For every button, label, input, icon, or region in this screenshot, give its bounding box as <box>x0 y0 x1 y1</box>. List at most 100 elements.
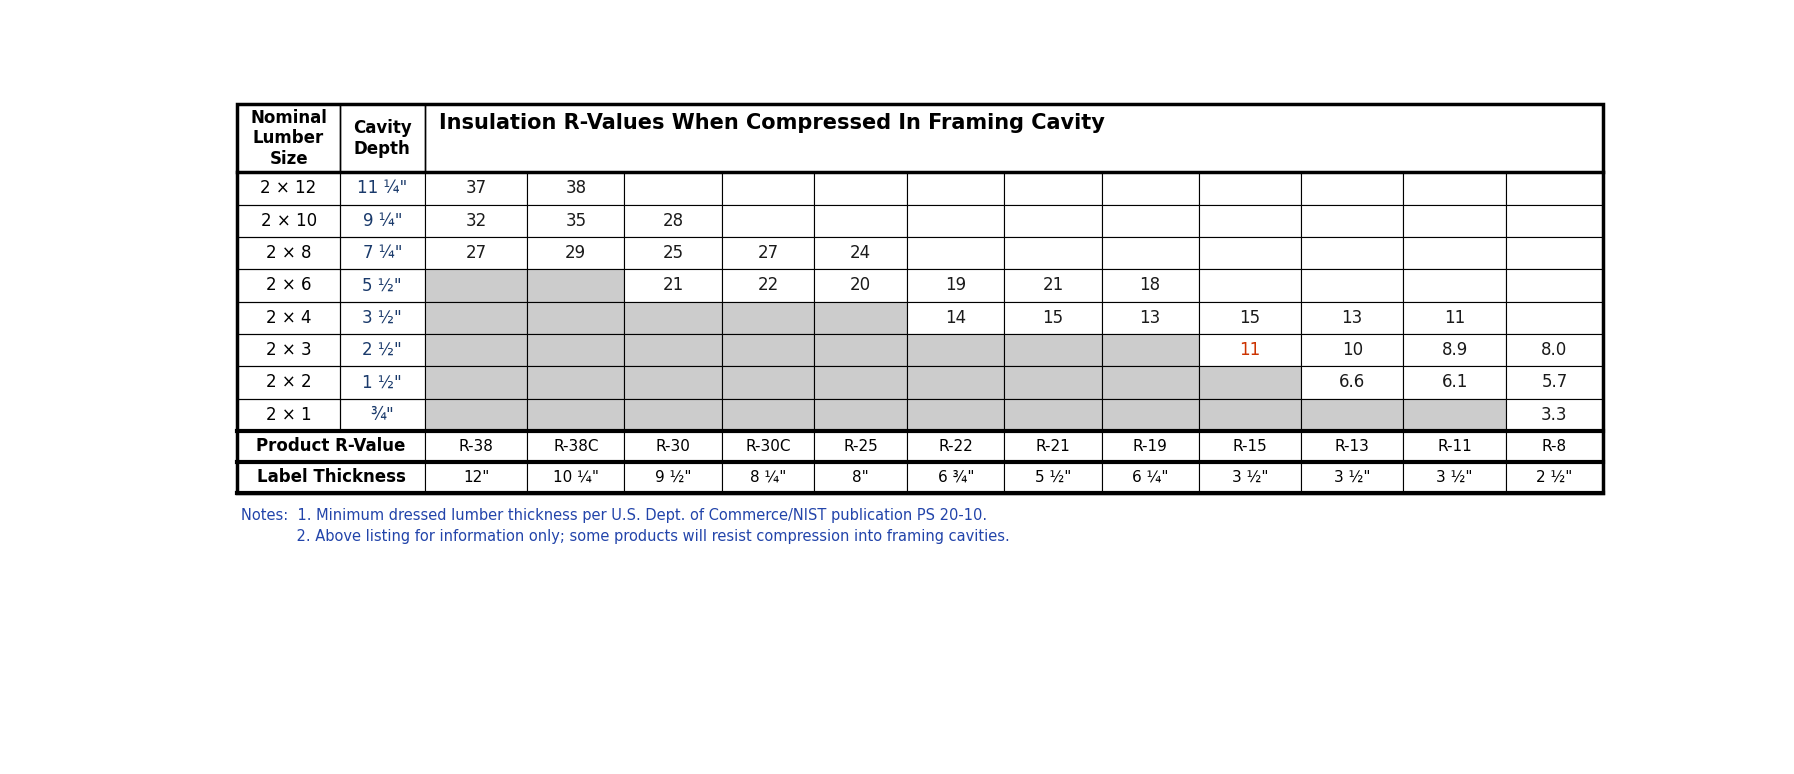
Bar <box>425 204 527 237</box>
Bar <box>908 302 1005 334</box>
Bar <box>721 172 814 204</box>
Text: R-25: R-25 <box>843 439 877 454</box>
Bar <box>624 366 721 399</box>
Bar <box>908 431 1005 462</box>
Text: 10: 10 <box>1342 341 1363 359</box>
Text: 19: 19 <box>945 276 967 294</box>
Bar <box>1505 366 1604 399</box>
Text: 10 ¼": 10 ¼" <box>553 470 599 485</box>
Text: 1 ½": 1 ½" <box>362 373 402 392</box>
Bar <box>1403 204 1505 237</box>
Bar <box>1403 172 1505 204</box>
Bar <box>1102 172 1198 204</box>
Bar <box>721 399 814 431</box>
Bar <box>237 462 425 492</box>
Bar <box>1505 237 1604 269</box>
Bar <box>1005 204 1102 237</box>
Bar <box>527 399 624 431</box>
Bar <box>1198 399 1301 431</box>
Bar <box>425 399 527 431</box>
Text: 2 × 2: 2 × 2 <box>266 373 312 392</box>
Text: Insulation R-Values When Compressed In Framing Cavity: Insulation R-Values When Compressed In F… <box>440 114 1105 133</box>
Bar <box>1005 269 1102 302</box>
Bar <box>237 204 339 237</box>
Bar <box>721 462 814 492</box>
Bar <box>814 431 908 462</box>
Text: 22: 22 <box>757 276 779 294</box>
Bar <box>1005 399 1102 431</box>
Text: 5.7: 5.7 <box>1541 373 1568 392</box>
Text: R-11: R-11 <box>1437 439 1473 454</box>
Bar <box>1505 204 1604 237</box>
Text: 5 ½": 5 ½" <box>1035 470 1071 485</box>
Bar <box>721 334 814 366</box>
Bar <box>1403 462 1505 492</box>
Bar <box>814 204 908 237</box>
Bar <box>1102 269 1198 302</box>
Text: R-13: R-13 <box>1335 439 1369 454</box>
Bar <box>908 334 1005 366</box>
Bar <box>908 462 1005 492</box>
Bar <box>425 172 527 204</box>
Bar <box>1505 399 1604 431</box>
Bar <box>1301 334 1403 366</box>
Bar <box>1102 399 1198 431</box>
Text: 3 ½": 3 ½" <box>1335 470 1371 485</box>
Bar <box>814 462 908 492</box>
Bar <box>1198 334 1301 366</box>
Bar <box>814 399 908 431</box>
Bar <box>1301 366 1403 399</box>
Text: R-30: R-30 <box>655 439 691 454</box>
Bar <box>237 104 1604 492</box>
Text: 8": 8" <box>852 470 868 485</box>
Bar <box>1301 431 1403 462</box>
Bar <box>237 334 339 366</box>
Bar <box>1403 237 1505 269</box>
Bar <box>237 399 339 431</box>
Text: 25: 25 <box>662 244 684 262</box>
Bar <box>908 399 1005 431</box>
Bar <box>1102 334 1198 366</box>
Bar <box>527 237 624 269</box>
Text: 2 ½": 2 ½" <box>1536 470 1573 485</box>
Bar <box>425 366 527 399</box>
Text: 3 ½": 3 ½" <box>362 309 402 327</box>
Text: 27: 27 <box>757 244 779 262</box>
Bar <box>624 172 721 204</box>
Bar <box>425 302 527 334</box>
Bar <box>1198 269 1301 302</box>
Bar <box>1102 302 1198 334</box>
Text: 9 ½": 9 ½" <box>655 470 691 485</box>
Bar <box>1301 204 1403 237</box>
Text: 14: 14 <box>945 309 967 327</box>
Bar <box>237 366 339 399</box>
Text: 13: 13 <box>1342 309 1363 327</box>
Bar <box>527 334 624 366</box>
Bar <box>237 302 339 334</box>
Bar <box>237 104 339 172</box>
Text: 2 × 1: 2 × 1 <box>266 406 312 423</box>
Bar <box>1005 172 1102 204</box>
Bar <box>624 399 721 431</box>
Bar <box>1301 269 1403 302</box>
Bar <box>624 269 721 302</box>
Text: 28: 28 <box>662 212 684 230</box>
Text: 13: 13 <box>1139 309 1161 327</box>
Text: 21: 21 <box>1042 276 1064 294</box>
Bar <box>1403 302 1505 334</box>
Bar <box>1102 237 1198 269</box>
Bar <box>721 237 814 269</box>
Text: 2 ½": 2 ½" <box>362 341 402 359</box>
Text: 11 ¼": 11 ¼" <box>357 180 407 197</box>
Bar <box>814 302 908 334</box>
Bar <box>814 237 908 269</box>
Text: 18: 18 <box>1139 276 1161 294</box>
Bar <box>1198 431 1301 462</box>
Bar <box>908 269 1005 302</box>
Text: 6.1: 6.1 <box>1441 373 1467 392</box>
Text: 37: 37 <box>465 180 486 197</box>
Bar <box>721 204 814 237</box>
Bar <box>1005 431 1102 462</box>
Text: R-30C: R-30C <box>745 439 791 454</box>
Bar <box>425 431 527 462</box>
